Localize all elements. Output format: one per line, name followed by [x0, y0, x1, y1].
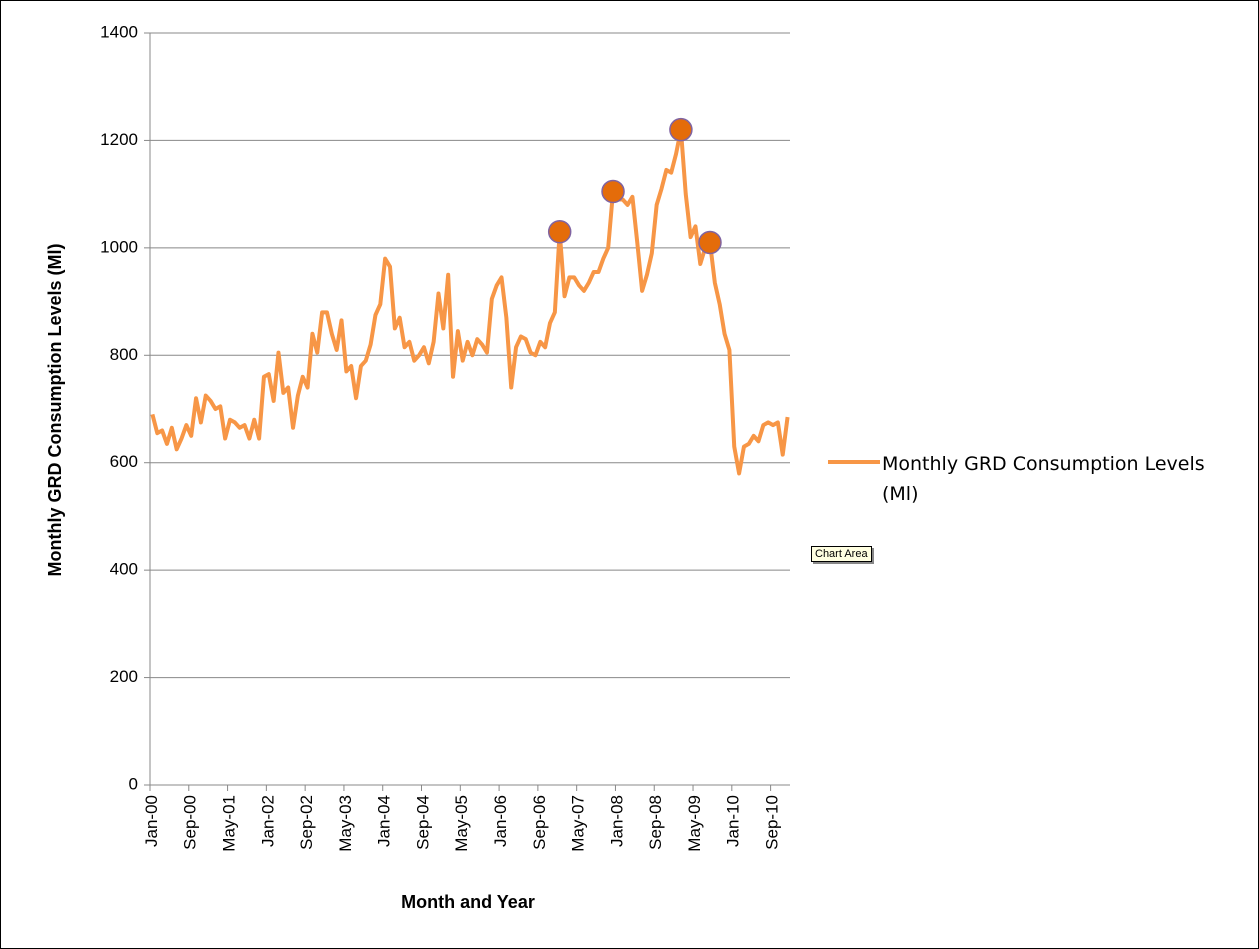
highlight-marker	[601, 179, 625, 204]
y-tick-label: 1000	[100, 237, 138, 256]
highlight-marker	[547, 219, 572, 244]
y-tick-label: 0	[129, 774, 138, 793]
y-tick-label: 800	[110, 345, 138, 364]
x-tick-label: May-07	[569, 795, 588, 852]
y-tick-label: 400	[110, 560, 138, 579]
x-tick-label: Jan-08	[607, 795, 626, 847]
x-tick-label: Jan-04	[375, 795, 394, 847]
x-tick-label: Jan-02	[258, 795, 277, 847]
x-axis-title: Month and Year	[401, 892, 535, 912]
highlight-marker	[698, 230, 722, 255]
x-tick-label: May-01	[219, 795, 238, 852]
x-tick-label: Sep-08	[646, 795, 665, 850]
x-tick-label: May-09	[685, 795, 704, 852]
x-tick-label: Jan-10	[724, 795, 743, 847]
x-tick-label: Jan-00	[142, 795, 161, 847]
x-tick-label: Sep-06	[530, 795, 549, 850]
y-tick-label: 1200	[100, 130, 138, 149]
y-axis-title: Monthly GRD Consumption Levels (Ml)	[45, 244, 65, 577]
highlight-marker	[669, 117, 693, 142]
legend-label: Monthly GRD Consumption Levels (Ml)	[882, 453, 1205, 505]
x-tick-label: May-05	[452, 795, 471, 852]
tooltip: Chart Area	[811, 546, 872, 562]
x-tick-label: Sep-00	[181, 795, 200, 850]
x-tick-label: Sep-02	[297, 795, 316, 850]
x-tick-label: Sep-10	[763, 795, 782, 850]
y-tick-label: 600	[110, 452, 138, 471]
x-tick-label: May-03	[336, 795, 355, 852]
x-tick-label: Jan-06	[491, 795, 510, 847]
y-tick-label: 1400	[100, 22, 138, 41]
y-tick-label: 200	[110, 667, 138, 686]
x-tick-label: Sep-04	[413, 795, 432, 850]
